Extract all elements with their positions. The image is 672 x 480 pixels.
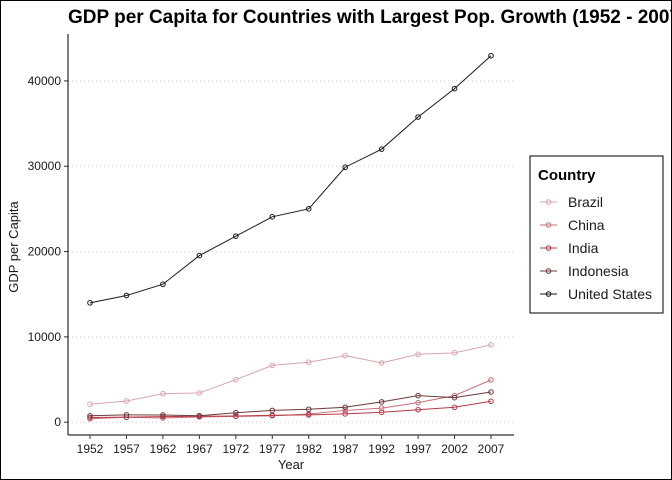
legend-swatch-point <box>545 199 552 205</box>
data-point <box>451 394 458 401</box>
x-tick-label: 1982 <box>295 442 322 456</box>
data-point <box>123 412 130 418</box>
data-point <box>269 362 276 369</box>
data-point <box>342 404 348 411</box>
data-point <box>378 409 385 416</box>
data-point <box>233 233 239 239</box>
data-point <box>342 407 348 414</box>
legend-title: Country <box>538 167 596 184</box>
legend-swatch-point <box>545 222 552 228</box>
data-point <box>87 413 93 419</box>
x-tick-label: 2007 <box>478 442 505 456</box>
x-tick-label: 1967 <box>186 442 213 456</box>
data-point <box>87 401 93 408</box>
x-tick-label: 1972 <box>222 442 249 456</box>
legend: Country Brazil China India Indonesia United … <box>529 155 664 314</box>
x-tick-label: 2002 <box>441 442 468 456</box>
data-point <box>233 376 239 383</box>
series-line <box>89 344 492 405</box>
data-point <box>488 398 494 405</box>
y-axis-title: GDP per Capita <box>6 200 21 292</box>
data-point <box>160 413 166 420</box>
data-point <box>415 351 421 358</box>
data-point <box>87 414 93 421</box>
legend-swatch-point <box>545 245 552 251</box>
data-point <box>342 352 348 359</box>
x-tick-label: 1977 <box>259 442 286 456</box>
chart-title: GDP per Capita for Countries with Larges… <box>68 7 672 28</box>
data-point <box>160 281 166 288</box>
series-line <box>89 55 492 304</box>
y-tick-label: 0 <box>54 415 61 429</box>
x-tick-label: 1957 <box>113 442 140 456</box>
data-point <box>378 146 385 152</box>
legend-label: Indonesia <box>568 263 629 279</box>
data-point <box>269 214 276 220</box>
y-tick-label: 30000 <box>28 159 62 173</box>
data-point <box>415 392 421 399</box>
data-point <box>160 412 166 418</box>
data-point <box>196 412 203 419</box>
y-tick-label: 40000 <box>28 74 62 88</box>
data-point <box>233 409 239 416</box>
data-point <box>415 399 421 406</box>
series-brazil <box>87 342 494 408</box>
data-point <box>451 404 458 411</box>
y-tick-label: 10000 <box>28 330 62 344</box>
data-point <box>451 350 458 356</box>
legend-label: China <box>568 217 605 233</box>
legend-swatch-point <box>545 268 552 274</box>
data-point <box>87 300 93 306</box>
data-point <box>378 399 385 405</box>
data-point <box>123 292 130 299</box>
legend-swatch-point <box>545 291 552 297</box>
data-point <box>160 390 166 397</box>
series-line <box>89 400 492 419</box>
data-point <box>342 164 348 171</box>
x-axis-title: Year <box>278 457 305 472</box>
series-group <box>87 52 494 422</box>
data-point <box>451 85 458 92</box>
data-point <box>305 206 312 212</box>
legend-box <box>529 155 664 314</box>
data-point <box>269 407 276 414</box>
series-indonesia <box>87 389 494 419</box>
data-point <box>378 360 385 366</box>
legend-label: United States <box>568 286 652 302</box>
x-tick-label: 1987 <box>332 442 359 456</box>
series-line <box>89 379 492 420</box>
data-point <box>488 342 494 348</box>
series-india <box>87 398 494 421</box>
legend-label: Brazil <box>568 194 603 210</box>
data-point <box>415 114 421 120</box>
data-point <box>305 406 312 413</box>
x-tick-label: 1952 <box>77 442 104 456</box>
gridlines <box>68 80 514 423</box>
series-united-states <box>87 52 494 306</box>
y-tick-label: 20000 <box>28 245 62 259</box>
axes: 0 10000 20000 30000 40000 1952 1957 1962 1967 197… <box>28 34 514 456</box>
data-point <box>488 52 494 59</box>
data-point <box>233 413 239 419</box>
x-tick-label: 1997 <box>405 442 432 456</box>
data-point <box>342 411 348 417</box>
x-tick-label: 1992 <box>368 442 395 456</box>
data-point <box>488 389 494 395</box>
data-point <box>196 390 203 396</box>
data-point <box>305 359 312 366</box>
x-tick-label: 1962 <box>150 442 177 456</box>
series-line <box>89 391 492 417</box>
data-point <box>305 412 312 418</box>
data-point <box>415 406 421 413</box>
data-point <box>196 252 203 259</box>
data-point <box>123 398 130 404</box>
legend-label: India <box>568 240 599 256</box>
data-point <box>488 377 494 383</box>
